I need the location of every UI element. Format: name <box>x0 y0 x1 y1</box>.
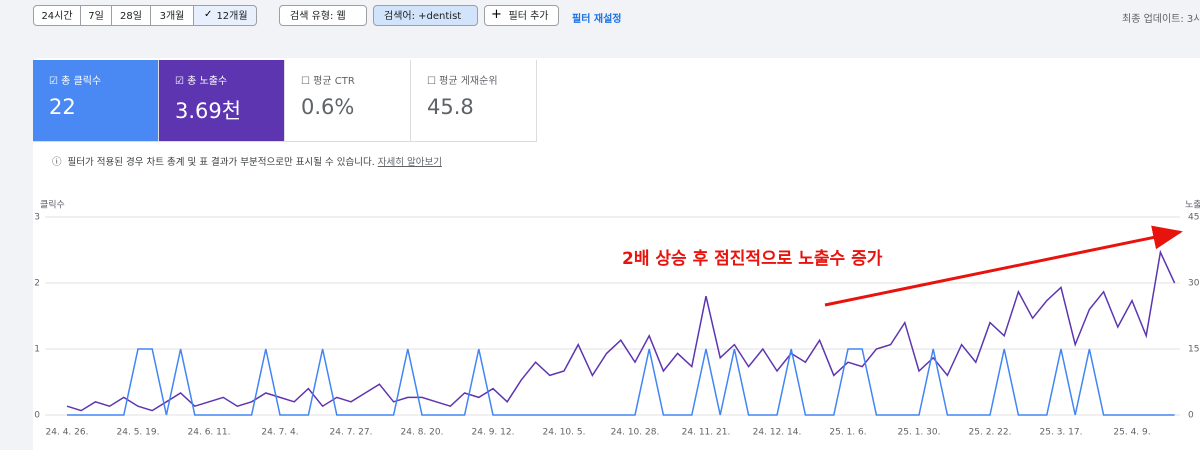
notice-text: 필터가 적용된 경우 차트 총계 및 표 결과가 부분적으로만 표시될 수 있습… <box>67 157 375 168</box>
metric-label: 총 클릭수 <box>61 76 102 87</box>
y-axis-title: 클릭수 <box>40 199 65 211</box>
x-tick-label: 24. 5. 19. <box>117 428 160 438</box>
add-filter-button[interactable]: 필터 추가 <box>484 5 559 26</box>
y-tick-label: 3 <box>34 213 40 223</box>
metric-card[interactable]: ☑ 총 노출수 3.69천 <box>159 60 285 142</box>
annotation-arrow <box>824 225 1183 307</box>
y2-tick-label: 0 <box>1188 411 1194 421</box>
y-tick-label: 0 <box>34 411 40 421</box>
x-tick-label: 25. 2. 22. <box>969 428 1012 438</box>
y-tick-label: 2 <box>34 279 40 289</box>
x-tick-label: 25. 1. 30. <box>898 428 941 438</box>
reset-filter-link[interactable]: 필터 재설정 <box>572 14 622 25</box>
metric-value: 45.8 <box>427 95 474 119</box>
notice: ⓘ 필터가 적용된 경우 차트 총계 및 표 결과가 부분적으로만 표시될 수 … <box>52 157 442 168</box>
x-tick-label: 25. 3. 17. <box>1040 428 1083 438</box>
x-tick-label: 24. 12. 14. <box>753 428 802 438</box>
x-tick-label: 24. 9. 12. <box>472 428 515 438</box>
x-tick-label: 25. 4. 9. <box>1113 428 1150 438</box>
metric-value: 3.69천 <box>175 99 242 123</box>
series-line <box>67 348 1175 416</box>
annotation: 2배 상승 후 점진적으로 노출수 증가 <box>622 248 883 269</box>
x-tick-label: 24. 10. 28. <box>611 428 660 438</box>
metric-label: 총 노출수 <box>187 76 228 87</box>
x-tick-label: 24. 4. 26. <box>46 428 89 438</box>
metric-value: 0.6% <box>301 95 355 119</box>
query-filter-chip[interactable]: 검색어: +dentist <box>373 5 478 26</box>
y2-axis-title: 노출수 <box>1185 200 1200 211</box>
x-tick-label: 25. 1. 6. <box>829 428 866 438</box>
x-tick-label: 24. 10. 5. <box>543 428 586 438</box>
x-tick-label: 24. 7. 4. <box>261 428 298 438</box>
last-update: 최종 업데이트: 3시 <box>1122 14 1200 25</box>
period-button[interactable]: 3개월 <box>150 5 194 26</box>
plus-icon: + <box>491 7 502 22</box>
y2-tick-label: 45 <box>1188 213 1199 223</box>
metric-label: 평균 게재순위 <box>439 76 498 87</box>
metric-card[interactable]: ☐ 평균 CTR 0.6% <box>285 60 411 142</box>
x-tick-label: 24. 8. 20. <box>401 428 444 438</box>
x-tick-label: 24. 7. 27. <box>330 428 373 438</box>
x-tick-label: 24. 11. 21. <box>682 428 731 438</box>
period-button[interactable]: 12개월 <box>193 5 257 26</box>
notice-link[interactable]: 자세히 알아보기 <box>377 157 442 168</box>
y2-tick-label: 30 <box>1188 279 1200 289</box>
x-tick-label: 24. 6. 11. <box>188 428 231 438</box>
metric-card[interactable]: ☐ 평균 게재순위 45.8 <box>411 60 537 142</box>
y-tick-label: 1 <box>34 345 40 355</box>
series-line <box>66 249 1176 412</box>
metric-card[interactable]: ☑ 총 클릭수 22 <box>33 60 159 142</box>
metric-value: 22 <box>49 95 76 119</box>
check-icon: ✓ <box>204 9 213 20</box>
y2-tick-label: 15 <box>1188 345 1199 355</box>
metric-label: 평균 CTR <box>313 76 355 87</box>
search-type-button[interactable]: 검색 유형: 웹 <box>279 5 367 26</box>
